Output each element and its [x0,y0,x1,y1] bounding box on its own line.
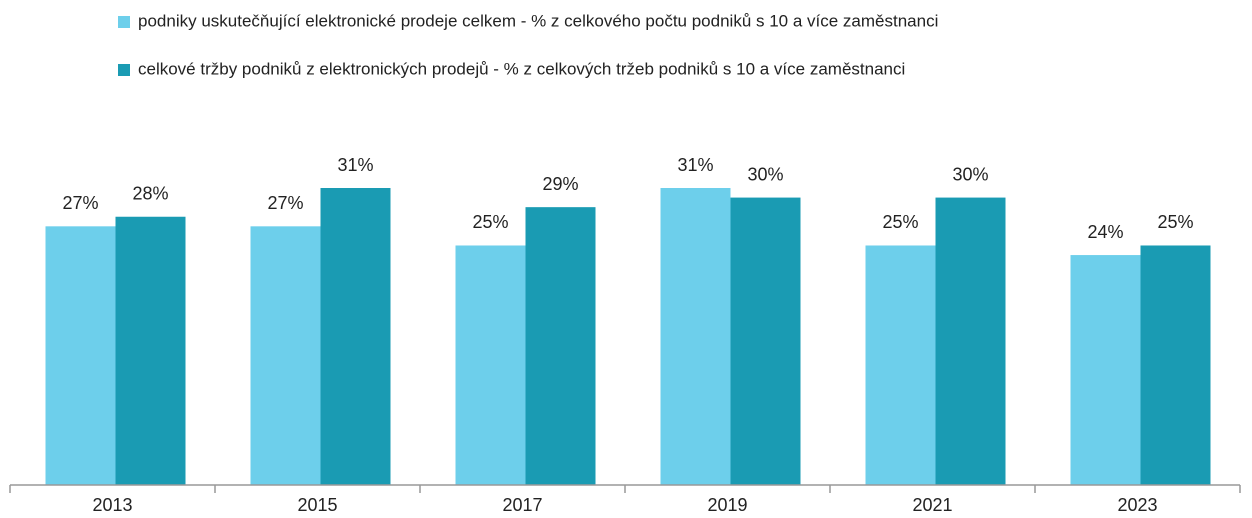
bar [660,188,731,485]
legend-swatch [118,16,130,28]
bar [250,226,321,486]
legend-swatch [118,64,130,76]
legend-label: celkové tržby podniků z elektronických p… [138,59,905,78]
legend-label: podniky uskutečňující elektronické prode… [138,11,938,30]
data-label: 29% [542,174,578,194]
data-label: 24% [1087,222,1123,242]
x-tick-label: 2021 [912,495,952,515]
bar [1140,245,1211,485]
bar [525,207,596,485]
data-label: 30% [952,164,988,184]
x-tick-label: 2013 [92,495,132,515]
x-tick-label: 2023 [1117,495,1157,515]
bar [45,226,116,486]
x-tick-label: 2015 [297,495,337,515]
bar [865,245,936,485]
data-label: 27% [62,193,98,213]
bar [115,216,186,485]
data-label: 25% [472,212,508,232]
bar [455,245,526,485]
bar [1070,255,1141,485]
data-label: 27% [267,193,303,213]
bar [935,197,1006,486]
data-label: 31% [337,155,373,175]
data-label: 28% [132,183,168,203]
bar [730,197,801,486]
data-label: 30% [747,164,783,184]
x-tick-label: 2017 [502,495,542,515]
data-label: 31% [677,155,713,175]
data-label: 25% [882,212,918,232]
x-tick-label: 2019 [707,495,747,515]
bar [320,188,391,485]
data-label: 25% [1157,212,1193,232]
